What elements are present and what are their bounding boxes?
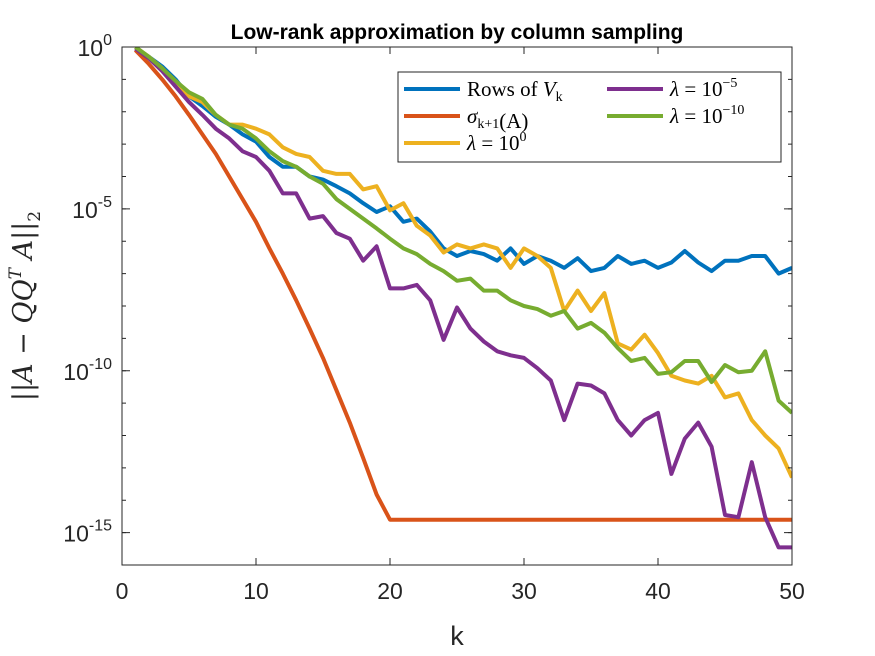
chart-title: Low-rank approximation by column samplin… [231, 21, 684, 44]
series-line-1 [134, 47, 792, 276]
y-axis-label: ||A − QQT A||2 [6, 211, 45, 401]
legend-label-5: λ = 10−10 [669, 103, 744, 128]
x-tick-label: 40 [645, 578, 671, 604]
legend-label-1: Rows of Vk [467, 77, 563, 105]
y-axis: 100 10-5 10-10 10-15 [63, 32, 792, 566]
series-line-2 [133, 48, 792, 522]
y-tick-label: 10-5 [72, 194, 112, 223]
x-tick-label: 30 [511, 578, 537, 604]
legend-box [397, 71, 782, 163]
x-tick-label: 10 [243, 578, 269, 604]
series-layer [133, 47, 792, 550]
y-tick-label: 10-10 [63, 356, 112, 385]
legend-label-4: λ = 10−5 [669, 76, 737, 101]
legend-label-3: λ = 100 [466, 130, 526, 155]
x-tick-label: 50 [779, 578, 805, 604]
series-line-3 [134, 47, 792, 479]
series-line-5 [134, 47, 792, 415]
x-axis-label: k [450, 621, 464, 651]
y-tick-label: 100 [78, 32, 113, 61]
series-line-4 [134, 47, 792, 550]
legend-label-2: σk+1(A) [467, 104, 528, 133]
x-tick-label: 20 [377, 578, 403, 604]
y-tick-label: 10-15 [63, 518, 112, 547]
x-tick-label: 0 [116, 578, 129, 604]
x-axis: 0 10 20 30 40 50 [116, 47, 805, 604]
